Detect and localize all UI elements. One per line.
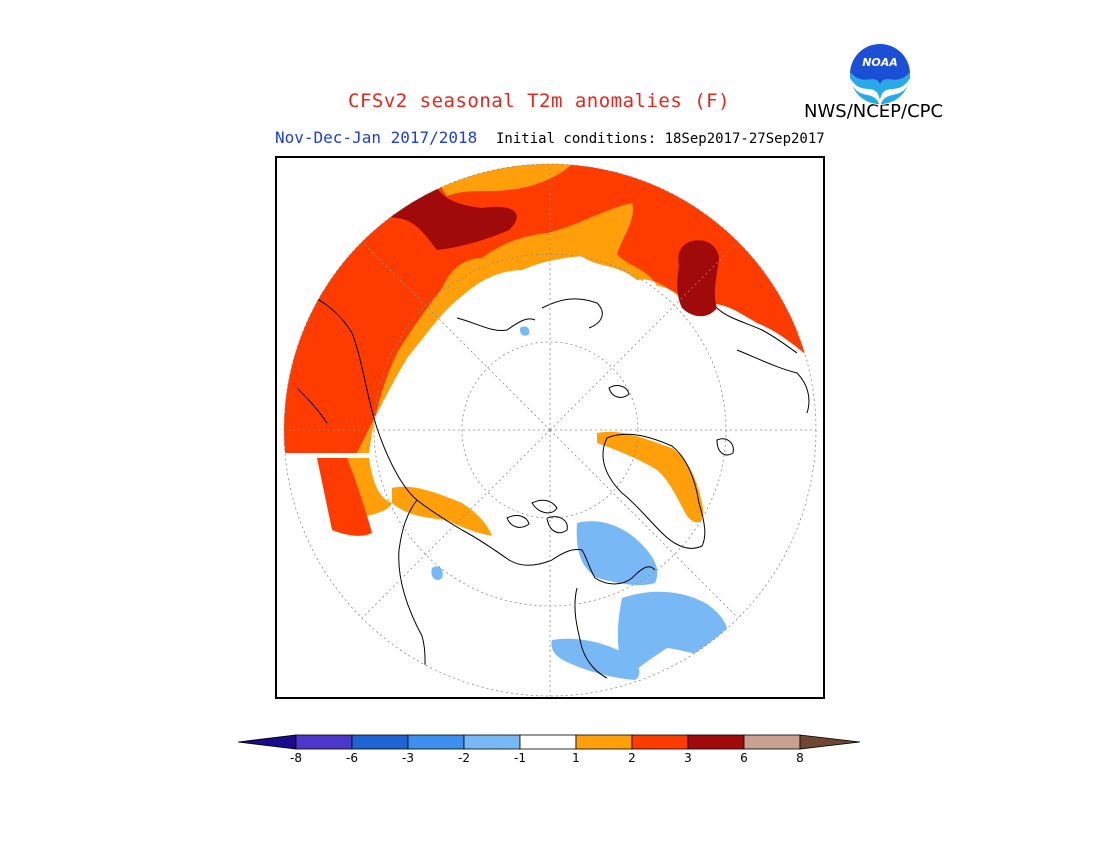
anomaly-band-1-2 (357, 203, 697, 453)
legend-bin (407, 734, 465, 750)
legend-bin-above-max (799, 734, 861, 750)
anomaly-band-minus-2-1-south (551, 638, 640, 680)
legend-tick: 1 (572, 751, 580, 765)
anomaly-band-minus-2-1-hudson (576, 521, 658, 586)
legend-tick: 8 (796, 751, 804, 765)
noaa-logo: NOAA (849, 43, 911, 105)
anomaly-band-minus-2-1-east (617, 591, 729, 678)
legend-bin-below-min (238, 734, 297, 750)
color-legend (238, 734, 861, 750)
season-label: Nov-Dec-Jan 2017/2018 (275, 128, 478, 147)
agency-label: NWS/NCEP/CPC (804, 101, 944, 122)
map-title: CFSv2 seasonal T2m anomalies (F) (348, 90, 731, 112)
map-outer-circle (283, 163, 817, 697)
anomaly-field (284, 164, 816, 696)
legend-tick: -8 (290, 751, 302, 765)
legend-bin (519, 734, 577, 750)
anomaly-band-2-3-west (317, 458, 372, 536)
legend-bin (463, 734, 521, 750)
legend-bin (575, 734, 633, 750)
graticule (286, 164, 816, 696)
legend-bin (631, 734, 689, 750)
anomaly-band-1-2-alaska (392, 486, 492, 536)
legend-tick: 3 (684, 751, 692, 765)
legend-tick: -1 (514, 751, 526, 765)
legend-bin (295, 734, 353, 750)
legend-tick: -2 (458, 751, 470, 765)
anomaly-band-2-3 (284, 164, 816, 453)
anomaly-band-minus-2-1-spot-2 (519, 326, 530, 336)
coastlines (296, 287, 810, 696)
legend-bin (743, 734, 801, 750)
legend-bin (351, 734, 409, 750)
polar-map-panel (275, 156, 825, 699)
legend-tick: 6 (740, 751, 748, 765)
anomaly-band-minus-2-1-spot (431, 566, 443, 580)
noaa-logo-text: NOAA (862, 56, 898, 69)
legend-bin (687, 734, 745, 750)
polar-map (283, 163, 817, 697)
initial-conditions-label: Initial conditions: 18Sep2017-27Sep2017 (496, 131, 825, 147)
legend-tick: 2 (628, 751, 636, 765)
anomaly-band-3-6-urals (677, 240, 719, 317)
legend-tick: -6 (346, 751, 358, 765)
anomaly-band-1-2-greenland (597, 431, 704, 523)
legend-tick: -3 (402, 751, 414, 765)
